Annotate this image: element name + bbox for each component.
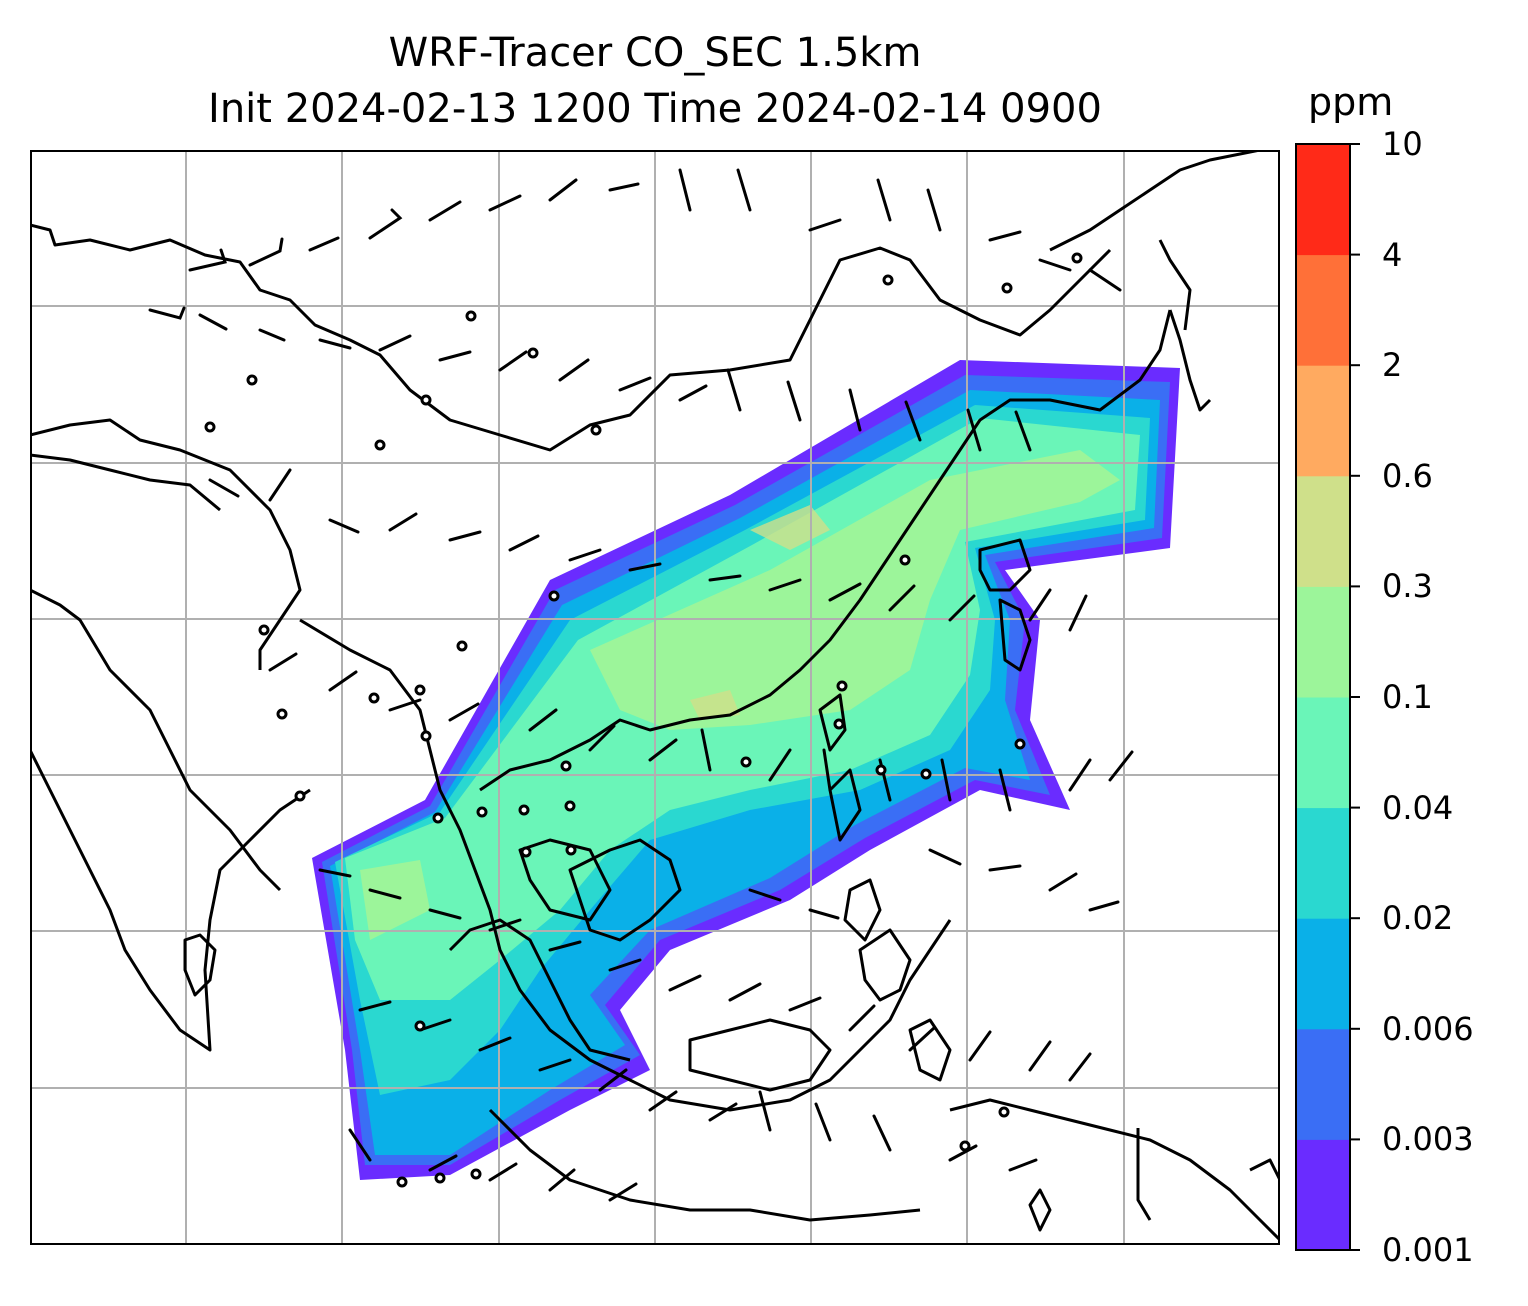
- colorbar-tick-label: 4: [1382, 235, 1403, 274]
- colorbar-tick-label: 0.001: [1382, 1231, 1474, 1269]
- colorbar-segment: [1296, 365, 1350, 477]
- wind-barbs: [148, 168, 1134, 1202]
- concentration-level-6: [360, 450, 1120, 940]
- plot-title-line2: Init 2024-02-13 1200 Time 2024-02-14 090…: [208, 86, 1102, 132]
- colorbar-tick-label: 0.1: [1382, 678, 1433, 716]
- colorbar-tick-label: 10: [1382, 125, 1423, 163]
- concentration-level-7: [690, 505, 830, 720]
- colorbar: [1295, 143, 1360, 1251]
- colorbar-tick-label: 2: [1382, 346, 1403, 385]
- colorbar-segment: [1296, 807, 1350, 919]
- colorbar-segment: [1296, 1028, 1350, 1140]
- coastlines-and-borders: [30, 150, 1280, 1242]
- calm-wind-markers: [204, 252, 1083, 1188]
- map-gridlines: [30, 150, 1280, 1245]
- colorbar-segment: [1296, 254, 1350, 366]
- tracer-concentration-field: [312, 360, 1180, 1180]
- colorbar-segment: [1296, 918, 1350, 1030]
- colorbar-tick-label: 0.003: [1382, 1120, 1474, 1159]
- colorbar-tick-label: 0.02: [1382, 899, 1454, 938]
- colorbar-unit-label: ppm: [1308, 80, 1394, 124]
- plot-title-line1: WRF-Tracer CO_SEC 1.5km: [388, 30, 922, 76]
- colorbar-tick-label: 0.3: [1382, 567, 1433, 606]
- colorbar-segment: [1296, 475, 1350, 587]
- colorbar-segment: [1296, 144, 1350, 256]
- colorbar-tick-label: 0.6: [1382, 456, 1433, 495]
- colorbar-segment: [1296, 697, 1350, 809]
- colorbar-tick-label: 0.006: [1382, 1009, 1474, 1048]
- colorbar-tick-label: 0.04: [1382, 788, 1454, 827]
- map-frame: [30, 150, 1280, 1245]
- colorbar-segment: [1296, 1139, 1350, 1251]
- colorbar-segment: [1296, 586, 1350, 698]
- map-panel: [30, 150, 1280, 1245]
